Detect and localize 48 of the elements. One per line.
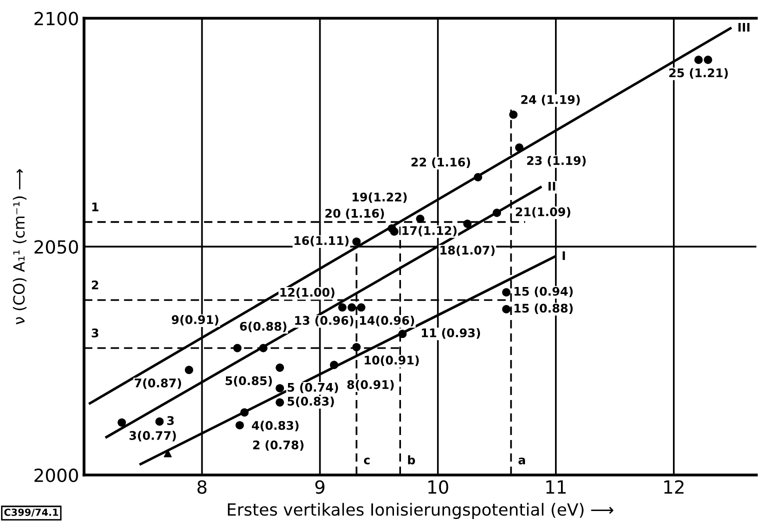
annotation: 1 bbox=[92, 202, 98, 212]
text: C399/74.1 bbox=[4, 508, 58, 517]
annotation: 2 (0.78) bbox=[253, 440, 304, 451]
annotation: 9(0.91) bbox=[172, 314, 218, 326]
annotation: II bbox=[548, 182, 556, 191]
x-tick-label: 10 bbox=[428, 480, 448, 494]
annotation: 10(0.91) bbox=[364, 355, 419, 366]
annotation: I bbox=[562, 251, 565, 260]
x-tick-label: 9 bbox=[315, 480, 324, 494]
x-axis-title: Erstes vertikales Ionisierungspotential (eV) ⟶ bbox=[228, 502, 614, 520]
annotation: a bbox=[518, 458, 526, 464]
y-tick-label: 2100 bbox=[34, 12, 78, 26]
annotation: 21(1.09) bbox=[516, 207, 570, 218]
x-tick-label: 8 bbox=[197, 480, 206, 494]
y-tick-label: 2050 bbox=[34, 240, 78, 254]
annotation: 12(1.00) bbox=[280, 288, 334, 298]
annotation: 7(0.87) bbox=[134, 378, 182, 389]
x-tick-label: 12 bbox=[664, 480, 684, 494]
annotation: 15 (0.94) bbox=[514, 286, 573, 298]
annotation: 5(0.85) bbox=[226, 376, 272, 387]
annotation: 13 (0.96) bbox=[295, 316, 354, 326]
annotation: 5 (0.74) bbox=[288, 382, 338, 394]
annotation: b bbox=[408, 455, 416, 464]
annotation: 16(1.11) bbox=[294, 236, 349, 246]
annotation: 18(1.07) bbox=[440, 245, 495, 256]
annotation: 15 (0.88) bbox=[514, 304, 573, 314]
annotation: c bbox=[364, 458, 370, 464]
annotation: 3 bbox=[92, 328, 98, 338]
annotation: 20 (1.16) bbox=[325, 208, 384, 220]
annotation: 8(0.91) bbox=[347, 380, 394, 390]
y-tick-label: 2000 bbox=[34, 468, 78, 482]
annotation: 3 bbox=[167, 416, 174, 426]
annotation: 19(1.22) bbox=[352, 192, 407, 203]
annotation: III bbox=[738, 22, 750, 32]
annotation: 22 (1.16) bbox=[412, 157, 470, 168]
annotation: 25 (1.21) bbox=[669, 68, 728, 79]
annotation: 6(0.88) bbox=[240, 322, 286, 332]
annotation: 23 (1.19) bbox=[527, 156, 586, 166]
annotation: 5(0.83) bbox=[288, 396, 334, 408]
annotation: 4(0.83) bbox=[252, 420, 299, 432]
x-tick-label: 11 bbox=[546, 480, 566, 494]
y-axis-title: ν (CO) A₁¹ (cm⁻¹) ⟶ bbox=[12, 169, 27, 324]
annotation: 17(1.12) bbox=[402, 226, 457, 236]
annotation: 3(0.77) bbox=[130, 430, 176, 442]
annotation: 2 bbox=[92, 280, 98, 290]
annotation: 14(0.96) bbox=[360, 316, 414, 326]
annotation: 24 (1.19) bbox=[521, 94, 580, 106]
annotation: 11 (0.93) bbox=[422, 328, 480, 339]
